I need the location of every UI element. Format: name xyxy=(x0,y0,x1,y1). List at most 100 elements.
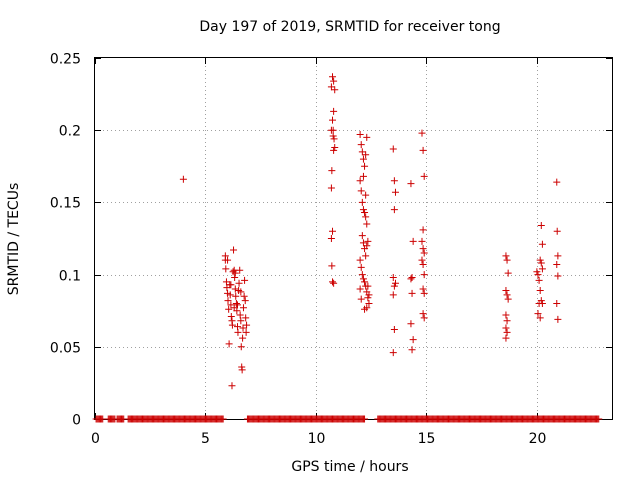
data-point xyxy=(356,256,364,264)
zero-value-point xyxy=(361,415,369,423)
data-point xyxy=(359,206,367,214)
data-point xyxy=(390,206,398,214)
x-tick-label: 5 xyxy=(201,431,210,447)
data-point xyxy=(331,86,339,94)
zero-value-point xyxy=(595,415,603,423)
data-point xyxy=(242,328,250,336)
data-point xyxy=(389,349,397,357)
y-axis-label: SRMTID / TECUs xyxy=(6,183,22,296)
data-point xyxy=(331,144,339,152)
y-tick-label: 0.2 xyxy=(59,124,81,140)
data-point xyxy=(362,191,370,199)
data-point xyxy=(227,301,235,309)
data-point xyxy=(222,265,230,273)
data-point xyxy=(327,184,335,192)
data-point xyxy=(390,325,398,333)
data-point xyxy=(502,311,510,319)
data-point xyxy=(330,135,338,143)
data-point xyxy=(223,284,231,292)
data-point xyxy=(419,310,427,318)
data-point xyxy=(239,324,247,332)
data-point xyxy=(364,282,372,290)
data-point xyxy=(357,295,365,303)
data-point xyxy=(330,146,338,154)
data-point xyxy=(224,256,232,264)
data-point xyxy=(239,304,247,312)
data-point xyxy=(225,340,233,348)
data-point xyxy=(389,291,397,299)
data-point xyxy=(363,304,371,312)
data-point xyxy=(236,311,244,319)
data-point xyxy=(330,107,338,115)
data-point xyxy=(554,252,562,260)
data-point xyxy=(502,334,510,342)
y-tick-label: 0.05 xyxy=(50,341,81,357)
data-point xyxy=(228,382,236,390)
data-point xyxy=(553,178,561,186)
data-point xyxy=(504,295,512,303)
data-point xyxy=(359,172,367,180)
data-point xyxy=(407,320,415,328)
y-tick-label: 0.15 xyxy=(50,196,81,212)
data-point xyxy=(503,317,511,325)
data-point xyxy=(362,252,370,260)
data-point xyxy=(419,226,427,234)
data-point xyxy=(503,256,511,264)
data-point xyxy=(329,278,337,286)
data-point xyxy=(534,310,542,318)
data-point xyxy=(389,273,397,281)
data-point xyxy=(236,266,244,274)
data-point xyxy=(232,292,240,300)
data-point xyxy=(327,235,335,242)
data-point xyxy=(418,256,426,264)
data-point xyxy=(235,279,243,287)
data-point xyxy=(361,209,369,217)
data-point xyxy=(241,276,249,284)
data-point xyxy=(356,285,364,293)
x-tick-label: 15 xyxy=(418,431,436,447)
data-point xyxy=(230,304,238,312)
data-point xyxy=(420,271,428,279)
data-point xyxy=(536,286,544,294)
data-point xyxy=(391,188,399,196)
x-axis-label: GPS time / hours xyxy=(291,459,408,475)
data-point xyxy=(418,129,426,137)
axis-ticks: 0 5 10 15 20 0 0.05 0.1 0.15 0.2 0.25 xyxy=(50,52,612,447)
data-point xyxy=(359,275,367,283)
data-point xyxy=(361,278,369,286)
zero-value-point xyxy=(219,415,227,423)
data-point xyxy=(227,281,235,289)
data-point xyxy=(356,177,364,185)
data-point xyxy=(329,116,337,124)
data-point xyxy=(231,285,239,293)
data-point xyxy=(365,291,373,299)
data-point xyxy=(356,131,364,139)
data-point xyxy=(242,314,250,322)
data-point xyxy=(234,328,242,336)
data-point xyxy=(238,366,246,374)
data-point xyxy=(358,232,366,240)
data-point xyxy=(358,198,366,206)
y-tick-label: 0.25 xyxy=(50,52,81,68)
data-point xyxy=(241,297,249,305)
data-point xyxy=(364,294,372,302)
data-point xyxy=(363,220,371,228)
chart-title: Day 197 of 2019, SRMTID for receiver ton… xyxy=(199,19,500,35)
data-point xyxy=(234,301,242,309)
data-point xyxy=(554,272,562,280)
data-point xyxy=(538,265,546,273)
data-point xyxy=(330,77,338,85)
data-point xyxy=(362,151,370,159)
data-point xyxy=(228,321,236,329)
data-point xyxy=(358,148,366,156)
data-point xyxy=(502,324,510,332)
data-point xyxy=(359,239,367,247)
data-point xyxy=(358,271,366,279)
data-point xyxy=(239,334,247,342)
data-point xyxy=(408,346,416,354)
data-point xyxy=(225,305,233,313)
data-point xyxy=(232,299,240,307)
data-point xyxy=(409,336,417,344)
data-point xyxy=(224,297,232,305)
